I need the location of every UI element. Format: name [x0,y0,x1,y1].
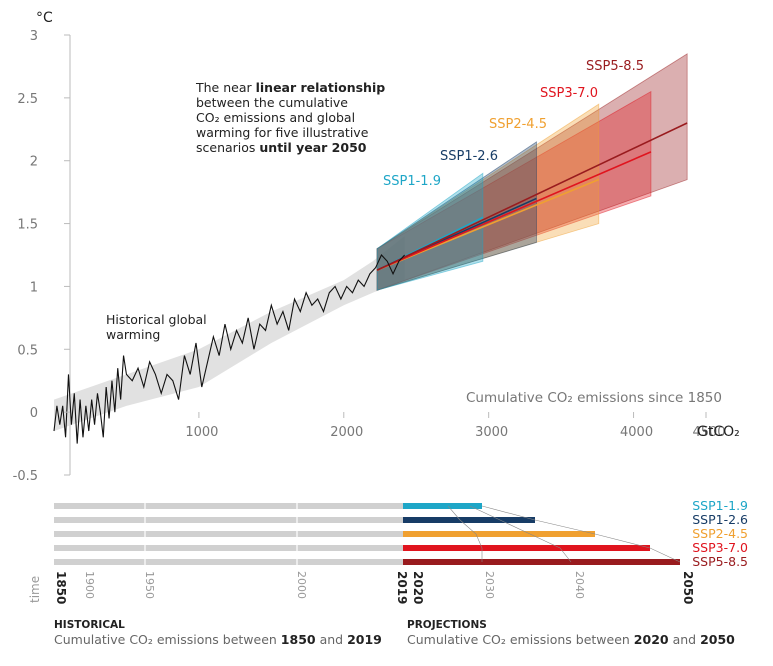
scenario-labels: SSP1-1.9 SSP1-2.6 SSP2-4.5 SSP3-7.0 SSP5-8.5 [383,59,644,189]
x-axis-label: Cumulative CO₂ emissions since 1850 [466,390,722,406]
projections-heading: PROJECTIONS [407,619,487,631]
x-axis-unit: GtCO₂ [697,424,740,440]
label-ssp1-2.6: SSP1-2.6 [440,149,498,164]
caption-segment: and [316,632,347,647]
annotation-segment: linear relationship [256,80,386,95]
year-tick-1850: 1850 [54,571,68,604]
y-tick-label: 1 [30,280,38,295]
historical-bar [54,517,403,523]
y-tick-label: 3 [30,29,38,44]
footer: HISTORICAL Cumulative CO₂ emissions betw… [54,619,735,647]
annotation-text: The near linear relationship between the … [195,80,385,155]
time-axis-label: time [28,576,42,603]
x-tick-label: 4500 [692,425,725,440]
historical-heading: HISTORICAL [54,619,125,631]
historical-label-line: warming [106,327,160,342]
emissions-timeline-chart: SSP1-1.9SSP1-2.6SSP2-4.5SSP3-7.0SSP5-8.5… [28,498,748,604]
historical-caption: Cumulative CO₂ emissions between 1850 an… [54,632,382,647]
y-tick-label: 0 [30,406,38,421]
projection-bar-ssp2-4.5 [403,531,595,537]
historical-bar [54,559,403,565]
y-tick-label: 0.5 [17,343,38,358]
annotation-segment: CO₂ emissions and global [196,110,355,125]
projection-bar-ssp1-1.9 [403,503,482,509]
y-axis-label: °C [36,10,53,26]
caption-segment: 2020 [634,632,669,647]
historical-bar [54,531,403,537]
label-ssp2-4.5: SSP2-4.5 [489,117,547,132]
scenario-lines [376,122,688,271]
bar-label-ssp1-1.9: SSP1-1.9 [692,498,748,513]
projection-connector [447,505,483,562]
historical-warming-line-group [53,254,406,444]
year-tick-2019: 2019 [395,571,409,604]
y-tick-label: 2 [30,155,38,170]
caption-segment: and [669,632,700,647]
warming-vs-emissions-chart: 3 2.5 2 1.5 1 0.5 0 -0.5 1000 2000 3000 4000 4500 SS… [13,10,740,484]
caption-segment: Cumulative CO₂ emissions between [54,632,281,647]
bar-label-ssp5-8.5: SSP5-8.5 [692,554,748,569]
y-tick-label: -0.5 [13,469,38,484]
bar-label-ssp3-7.0: SSP3-7.0 [692,540,748,555]
year-tick-1900: 1900 [83,571,96,599]
line-ssp5-8.5 [376,122,688,271]
annotation-segment: The near [195,80,256,95]
annotation-segment: between the cumulative [196,95,348,110]
historical-uncertainty-band [54,236,405,431]
projection-bar-ssp5-8.5 [403,559,680,565]
axis-ticks: 3 2.5 2 1.5 1 0.5 0 -0.5 1000 2000 3000 4000 4500 [13,29,726,484]
historical-warming-label: Historical global warming [106,312,207,342]
y-tick-label: 2.5 [17,92,38,107]
y-tick-label: 1.5 [17,218,38,233]
x-tick-label: 3000 [475,425,508,440]
year-tick-2040: 2040 [573,571,586,599]
label-ssp3-7.0: SSP3-7.0 [540,86,598,101]
label-ssp5-8.5: SSP5-8.5 [586,59,644,74]
caption-segment: Cumulative CO₂ emissions between [407,632,634,647]
caption-segment: 1850 [281,632,316,647]
historical-bar [54,545,403,551]
historical-band [54,236,405,431]
scenario-bands [376,53,688,291]
x-tick-label: 4000 [620,425,653,440]
projection-connector [469,505,572,563]
annotation-segment: warming for five illustrative [196,125,369,140]
year-tick-2020: 2020 [411,571,425,604]
year-tick-2050: 2050 [681,571,695,604]
projections-caption: Cumulative CO₂ emissions between 2020 an… [407,632,735,647]
annotation-segment: scenarios [196,140,259,155]
annotation-segment: until year 2050 [259,140,366,155]
year-tick-2030: 2030 [483,571,496,599]
historical-label-line: Historical global [106,312,207,327]
year-ticks: 1850 1900 1950 2000 2019 2020 2030 2040 2050 [54,571,695,604]
historical-warming-line [53,254,406,444]
projection-edge [481,505,681,563]
projection-bar-ssp3-7.0 [403,545,650,551]
bar-label-ssp1-2.6: SSP1-2.6 [692,512,748,527]
historical-bar [54,503,403,509]
year-tick-2000: 2000 [295,571,308,599]
band-ssp1-1.9 [376,172,484,291]
emission-bars [54,498,681,568]
caption-segment: 2050 [700,632,735,647]
x-tick-label: 2000 [330,425,363,440]
x-tick-label: 1000 [185,425,218,440]
line-ssp3-7.0 [376,151,652,271]
label-ssp1-1.9: SSP1-1.9 [383,174,441,189]
year-tick-1950: 1950 [143,571,156,599]
bar-label-ssp2-4.5: SSP2-4.5 [692,526,748,541]
caption-segment: 2019 [347,632,382,647]
projection-bar-ssp1-2.6 [403,517,535,523]
